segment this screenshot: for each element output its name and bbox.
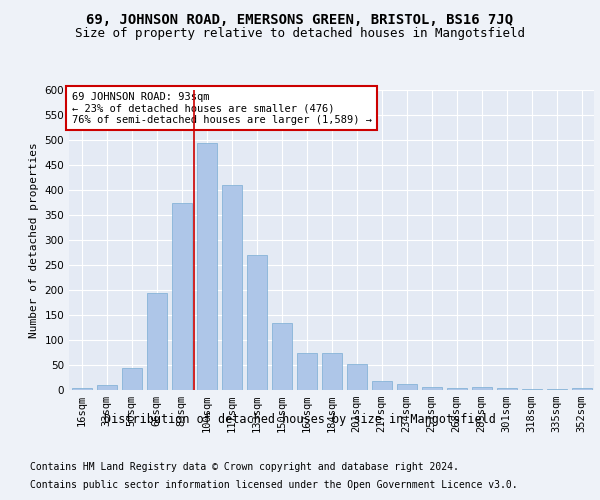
Text: 69 JOHNSON ROAD: 93sqm
← 23% of detached houses are smaller (476)
76% of semi-de: 69 JOHNSON ROAD: 93sqm ← 23% of detached…: [71, 92, 371, 124]
Text: Contains HM Land Registry data © Crown copyright and database right 2024.: Contains HM Land Registry data © Crown c…: [30, 462, 459, 472]
Bar: [121, 368, 142, 390]
Bar: [421, 386, 442, 390]
Y-axis label: Number of detached properties: Number of detached properties: [29, 142, 39, 338]
Bar: [247, 255, 266, 390]
Bar: [97, 385, 116, 390]
Bar: [347, 364, 367, 390]
Bar: [371, 381, 392, 390]
Bar: [521, 388, 542, 390]
Bar: [571, 388, 592, 390]
Text: Contains public sector information licensed under the Open Government Licence v3: Contains public sector information licen…: [30, 480, 518, 490]
Text: Distribution of detached houses by size in Mangotsfield: Distribution of detached houses by size …: [104, 412, 496, 426]
Bar: [172, 202, 191, 390]
Bar: [296, 352, 317, 390]
Bar: [146, 292, 167, 390]
Text: Size of property relative to detached houses in Mangotsfield: Size of property relative to detached ho…: [75, 28, 525, 40]
Bar: [547, 389, 566, 390]
Bar: [446, 388, 467, 390]
Bar: [197, 142, 217, 390]
Bar: [497, 388, 517, 390]
Bar: [397, 384, 416, 390]
Bar: [322, 352, 341, 390]
Bar: [221, 185, 241, 390]
Bar: [71, 388, 91, 390]
Bar: [271, 322, 292, 390]
Bar: [472, 387, 491, 390]
Text: 69, JOHNSON ROAD, EMERSONS GREEN, BRISTOL, BS16 7JQ: 69, JOHNSON ROAD, EMERSONS GREEN, BRISTO…: [86, 12, 514, 26]
